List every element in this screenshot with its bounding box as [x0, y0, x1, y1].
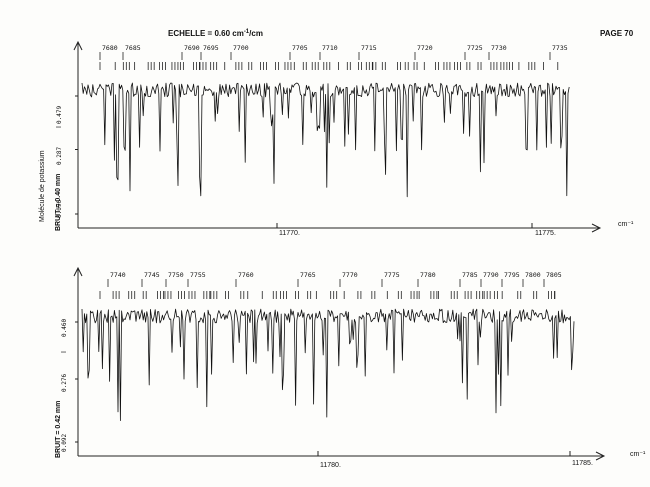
line-number-bottom-9: 7785: [462, 271, 478, 279]
line-number-bottom-12: 7800: [525, 271, 541, 279]
line-number-top-11: 7735: [552, 44, 568, 52]
intensity-symbol-top: I: [56, 126, 63, 128]
x-axis-arrow-top: [591, 223, 602, 233]
line-number-top-1: 7685: [125, 44, 141, 52]
line-number-bottom-5: 7765: [300, 271, 316, 279]
line-number-top-9: 7725: [467, 44, 483, 52]
molecule-label: Molécule de potassium: [39, 150, 46, 222]
y-tick-bottom-2: 0.460: [61, 319, 68, 337]
y-tick-top-1: 0.287: [56, 147, 63, 165]
intensity-symbol-bottom: I: [61, 351, 68, 353]
noise-label-bottom: BRUIT = 0.42 mm: [55, 401, 62, 458]
x-unit-bottom: cm⁻¹: [630, 451, 646, 458]
line-number-top-8: 7720: [417, 44, 433, 52]
x-tick-bottom-1: 11785.: [572, 460, 593, 467]
line-number-bottom-10: 7790: [483, 271, 499, 279]
line-number-bottom-1: 7745: [144, 271, 160, 279]
line-number-bottom-8: 7780: [420, 271, 436, 279]
y-axis-arrow-top: [73, 40, 83, 51]
line-number-top-10: 7730: [491, 44, 507, 52]
scale-label: ECHELLE = 0.60 cm-1/cm: [168, 29, 263, 38]
spectrum-trace-top: [81, 82, 570, 198]
line-number-top-0: 7680: [102, 44, 118, 52]
x-unit-top: cm⁻¹: [618, 221, 634, 228]
page-number: PAGE 70: [600, 29, 634, 38]
line-number-top-4: 7700: [233, 44, 249, 52]
x-tick-bottom-0: 11780.: [320, 462, 341, 469]
line-number-top-6: 7710: [322, 44, 338, 52]
noise-label-top: BRUIT = 0.40 mm: [55, 174, 62, 231]
x-tick-top-0: 11770.: [279, 230, 300, 237]
line-number-top-2: 7690: [184, 44, 200, 52]
line-number-bottom-6: 7770: [342, 271, 358, 279]
x-axis-arrow-bottom: [595, 451, 606, 461]
line-number-bottom-2: 7750: [168, 271, 184, 279]
line-number-bottom-0: 7740: [110, 271, 126, 279]
line-number-bottom-7: 7775: [384, 271, 400, 279]
y-tick-bottom-0: 0.092: [61, 434, 68, 452]
line-number-top-7: 7715: [361, 44, 377, 52]
line-number-top-5: 7705: [292, 44, 308, 52]
y-axis-arrow-bottom: [73, 266, 83, 277]
y-tick-bottom-1: 0.276: [61, 374, 68, 392]
spectrum-trace-bottom: [81, 308, 575, 421]
y-tick-top-2: 0.479: [56, 106, 63, 124]
x-tick-top-1: 11775.: [535, 230, 556, 237]
line-number-bottom-4: 7760: [238, 271, 254, 279]
line-number-bottom-11: 7795: [504, 271, 520, 279]
y-tick-top-0: 0.096: [56, 200, 63, 218]
line-number-bottom-13: 7805: [546, 271, 562, 279]
line-number-bottom-3: 7755: [190, 271, 206, 279]
line-number-top-3: 7695: [203, 44, 219, 52]
